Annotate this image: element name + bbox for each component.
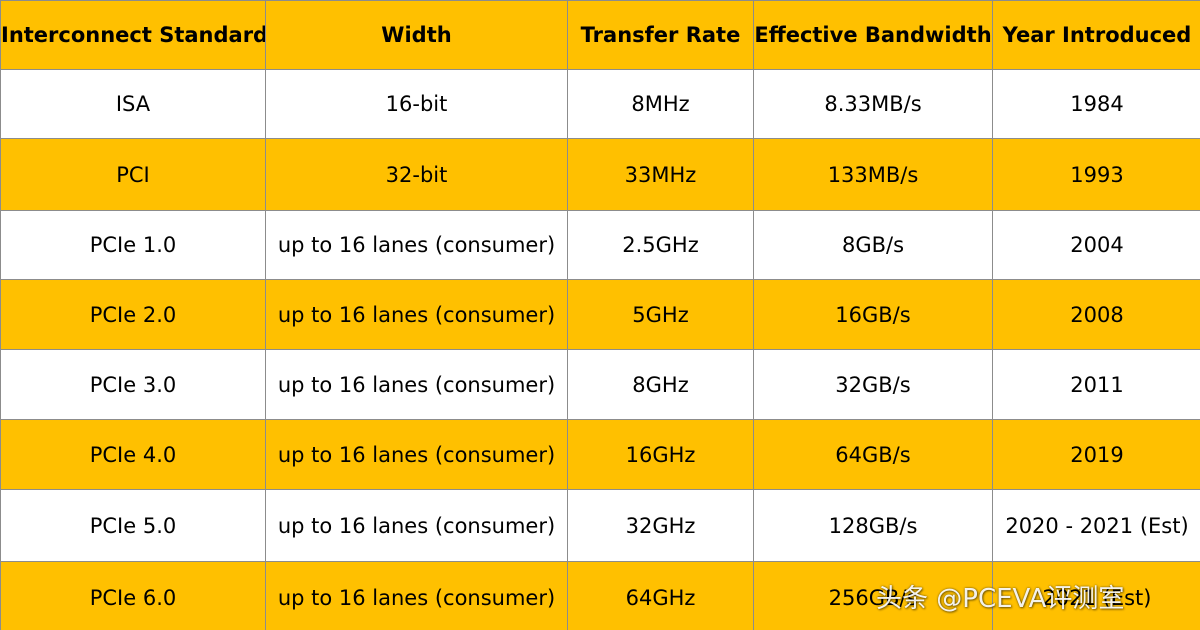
- cell-transfer-rate: 5GHz: [567, 279, 754, 350]
- cell-width: up to 16 lanes (consumer): [265, 279, 568, 350]
- cell-bandwidth: 8GB/s: [753, 210, 993, 280]
- cell-bandwidth: 8.33MB/s: [753, 69, 993, 139]
- cell-standard: PCIe 2.0: [0, 279, 266, 350]
- cell-year: 2020 - 2021 (Est): [992, 489, 1200, 562]
- cell-year: 1984: [992, 69, 1200, 139]
- header-transfer-rate: Transfer Rate: [567, 0, 754, 70]
- cell-standard: PCIe 5.0: [0, 489, 266, 562]
- table-row: PCIe 3.0 up to 16 lanes (consumer) 8GHz …: [0, 349, 1200, 420]
- cell-transfer-rate: 64GHz: [567, 561, 754, 630]
- cell-width: up to 16 lanes (consumer): [265, 561, 568, 630]
- cell-bandwidth: 133MB/s: [753, 138, 993, 211]
- cell-bandwidth: 32GB/s: [753, 349, 993, 420]
- cell-standard: PCIe 4.0: [0, 419, 266, 490]
- cell-bandwidth: 256GB/s: [753, 561, 993, 630]
- header-effective-bandwidth: Effective Bandwidth: [753, 0, 993, 70]
- cell-width: 16-bit: [265, 69, 568, 139]
- cell-transfer-rate: 2.5GHz: [567, 210, 754, 280]
- header-year-introduced: Year Introduced: [992, 0, 1200, 70]
- cell-year: 2011: [992, 349, 1200, 420]
- header-interconnect-standard: Interconnect Standard: [0, 0, 266, 70]
- cell-bandwidth: 16GB/s: [753, 279, 993, 350]
- table-row: PCIe 5.0 up to 16 lanes (consumer) 32GHz…: [0, 489, 1200, 562]
- cell-standard: ISA: [0, 69, 266, 139]
- cell-width: up to 16 lanes (consumer): [265, 349, 568, 420]
- cell-bandwidth: 128GB/s: [753, 489, 993, 562]
- cell-standard: PCIe 6.0: [0, 561, 266, 630]
- cell-bandwidth: 64GB/s: [753, 419, 993, 490]
- cell-standard: PCIe 3.0: [0, 349, 266, 420]
- cell-transfer-rate: 8MHz: [567, 69, 754, 139]
- cell-standard: PCI: [0, 138, 266, 211]
- cell-transfer-rate: 32GHz: [567, 489, 754, 562]
- cell-width: up to 16 lanes (consumer): [265, 210, 568, 280]
- table-header-row: Interconnect Standard Width Transfer Rat…: [0, 0, 1200, 70]
- cell-transfer-rate: 33MHz: [567, 138, 754, 211]
- cell-width: up to 16 lanes (consumer): [265, 489, 568, 562]
- table-row: PCIe 4.0 up to 16 lanes (consumer) 16GHz…: [0, 419, 1200, 490]
- table-row: PCIe 2.0 up to 16 lanes (consumer) 5GHz …: [0, 279, 1200, 350]
- cell-width: 32-bit: [265, 138, 568, 211]
- cell-transfer-rate: 16GHz: [567, 419, 754, 490]
- cell-transfer-rate: 8GHz: [567, 349, 754, 420]
- cell-year: 2019: [992, 419, 1200, 490]
- cell-year: 2021 (Est): [992, 561, 1200, 630]
- cell-year: 2004: [992, 210, 1200, 280]
- table-row: PCIe 6.0 up to 16 lanes (consumer) 64GHz…: [0, 561, 1200, 630]
- table-row: PCIe 1.0 up to 16 lanes (consumer) 2.5GH…: [0, 210, 1200, 280]
- table-row: PCI 32-bit 33MHz 133MB/s 1993: [0, 138, 1200, 211]
- cell-year: 1993: [992, 138, 1200, 211]
- cell-year: 2008: [992, 279, 1200, 350]
- cell-standard: PCIe 1.0: [0, 210, 266, 280]
- table-row: ISA 16-bit 8MHz 8.33MB/s 1984: [0, 69, 1200, 139]
- cell-width: up to 16 lanes (consumer): [265, 419, 568, 490]
- header-width: Width: [265, 0, 568, 70]
